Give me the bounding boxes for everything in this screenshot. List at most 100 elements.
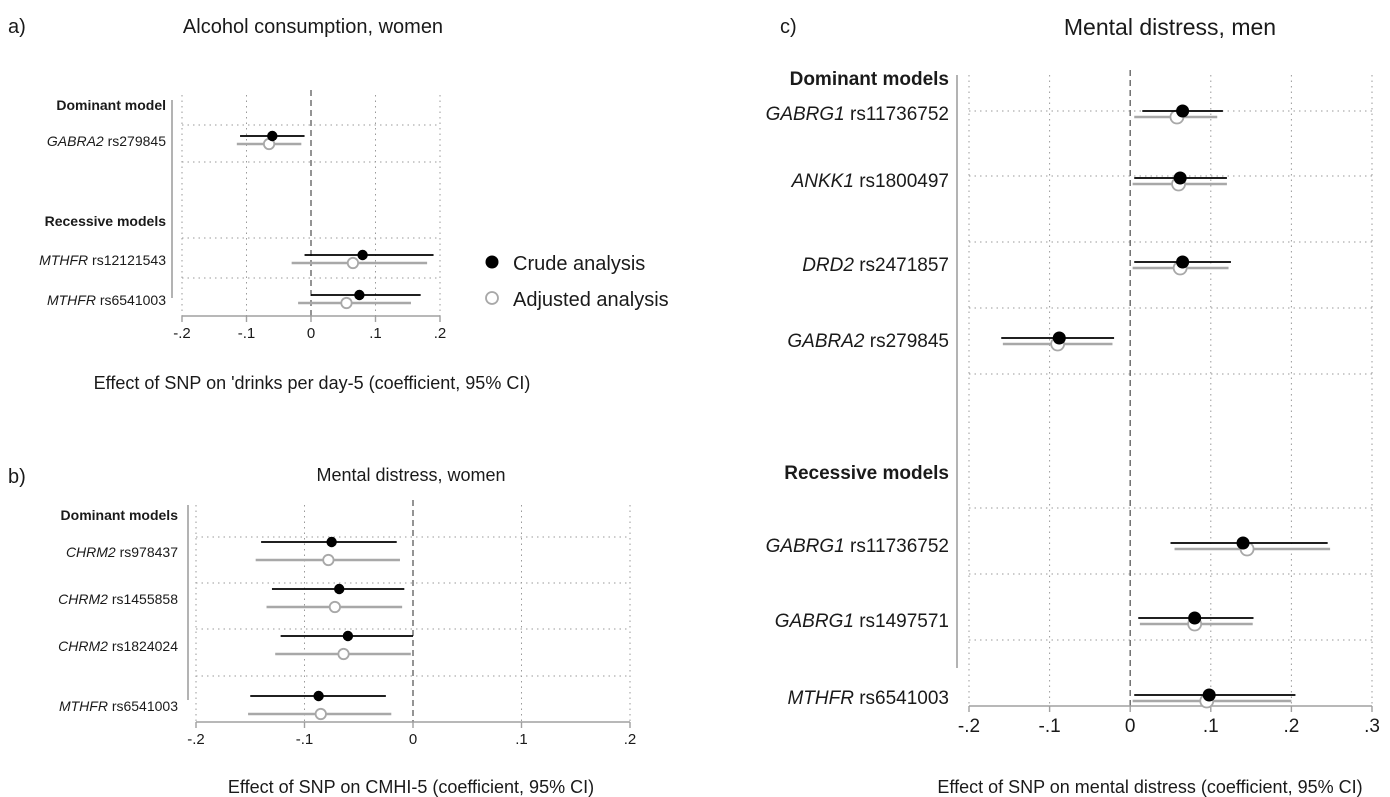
snp-row-label: MTHFR rs6541003	[47, 292, 166, 308]
gene-name: MTHFR	[47, 292, 96, 308]
snp-id: rs2471857	[854, 255, 949, 276]
x-axis-title: Effect of SNP on CMHI-5 (coefficient, 95…	[228, 777, 594, 797]
adjusted-point	[340, 296, 353, 310]
gene-name: ANKK1	[791, 171, 854, 192]
x-tick-label: -.2	[187, 731, 205, 748]
x-tick-label: -.1	[1039, 716, 1061, 737]
crude-point	[357, 249, 368, 261]
crude-point	[354, 289, 365, 301]
model-group-header: Recessive models	[45, 213, 167, 229]
crude-point	[1188, 611, 1202, 625]
snp-id: rs12121543	[88, 252, 166, 268]
snp-row-label: GABRG1 rs1497571	[775, 611, 949, 632]
snp-id: rs1800497	[854, 171, 949, 192]
snp-row-label: DRD2 rs2471857	[802, 255, 949, 276]
panel-c-mental-distress-men: c) Mental distress, men -.2 -.1 0 .1 .2 .3 Dom…	[766, 14, 1380, 797]
snp-row-label: MTHFR rs12121543	[39, 252, 166, 268]
x-tick-label: -.1	[238, 325, 256, 342]
panel-title: Mental distress, men	[1064, 14, 1276, 40]
snp-id: rs11736752	[845, 536, 949, 557]
crude-point	[313, 690, 324, 702]
snp-id: rs279845	[864, 331, 949, 352]
panel-label: c)	[780, 16, 797, 38]
gene-name: MTHFR	[39, 252, 88, 268]
panel-b-mental-distress-women: b) Mental distress, women -.2 -.1 0 .1 .2 Dom…	[8, 465, 636, 797]
gene-name: GABRG1	[775, 611, 854, 632]
gene-name: GABRG1	[766, 536, 845, 557]
snp-row-label: CHRM2 rs1455858	[58, 591, 178, 607]
snp-id: rs6541003	[96, 292, 166, 308]
snp-row-label: GABRA2 rs279845	[47, 133, 166, 149]
x-tick-label: -.2	[173, 325, 191, 342]
gene-name: DRD2	[802, 255, 854, 276]
snp-row-label: MTHFR rs6541003	[787, 688, 949, 709]
gene-name: CHRM2	[58, 638, 108, 654]
model-group-header: Recessive models	[784, 463, 949, 484]
adjusted-point	[328, 600, 341, 614]
snp-id: rs1824024	[108, 638, 178, 654]
crude-point	[1202, 688, 1216, 702]
adjusted-point	[337, 647, 350, 661]
x-axis-title: Effect of SNP on 'drinks per day-5 (coef…	[94, 373, 531, 393]
panel-label: a)	[8, 16, 26, 38]
snp-id: rs6541003	[854, 688, 949, 709]
legend: Crude analysis Adjusted analysis	[485, 253, 669, 311]
panel-title: Mental distress, women	[316, 465, 505, 485]
crude-point	[326, 536, 337, 548]
adjusted-point	[322, 553, 335, 567]
plot-area: -.2 -.1 0 .1 .2 .3 Dominant models GABRG1 rs117…	[766, 69, 1380, 737]
snp-id: rs11736752	[845, 104, 949, 125]
legend-crude-marker	[485, 255, 499, 269]
legend-adjusted-label: Adjusted analysis	[513, 289, 669, 311]
snp-id: rs978437	[116, 544, 178, 560]
snp-row-label: CHRM2 rs1824024	[58, 638, 178, 654]
legend-adjusted-marker	[485, 291, 499, 305]
x-tick-label: .1	[369, 325, 382, 342]
gene-name: CHRM2	[58, 591, 108, 607]
x-axis-title: Effect of SNP on mental distress (coeffi…	[937, 777, 1362, 797]
crude-point	[334, 583, 345, 595]
panel-label: b)	[8, 466, 26, 488]
gene-name: CHRM2	[66, 544, 116, 560]
adjusted-point	[346, 256, 360, 270]
crude-point	[1236, 536, 1250, 550]
snp-id: rs1455858	[108, 591, 178, 607]
snp-id: rs1497571	[854, 611, 949, 632]
x-tick-label: 0	[307, 325, 315, 342]
snp-id: rs279845	[104, 133, 166, 149]
crude-point	[267, 130, 278, 142]
snp-row-label: MTHFR rs6541003	[59, 698, 178, 714]
x-tick-label: 0	[409, 731, 417, 748]
crude-point	[342, 630, 354, 642]
plot-area: -.2 -.1 0 .1 .2 Dominant models CHRM2 rs978437…	[58, 500, 636, 748]
x-tick-label: 0	[1125, 716, 1136, 737]
crude-point	[1052, 331, 1066, 345]
snp-id: rs6541003	[108, 698, 178, 714]
x-tick-label: .1	[515, 731, 528, 748]
gene-name: GABRA2	[47, 133, 104, 149]
snp-row-label: GABRG1 rs11736752	[766, 536, 949, 557]
snp-row-label: GABRG1 rs11736752	[766, 104, 949, 125]
snp-row-label: GABRA2 rs279845	[787, 331, 949, 352]
gene-name: GABRA2	[787, 331, 865, 352]
model-group-header: Dominant model	[56, 97, 166, 113]
gene-name: GABRG1	[766, 104, 845, 125]
plot-area: -.2 -.1 0 .1 .2 Dominant model GABRA2 rs279845…	[39, 90, 446, 342]
x-tick-label: .2	[434, 325, 447, 342]
panel-title: Alcohol consumption, women	[183, 16, 443, 38]
snp-row-label: CHRM2 rs978437	[66, 544, 178, 560]
crude-point	[1176, 104, 1190, 118]
snp-row-label: ANKK1 rs1800497	[791, 171, 949, 192]
x-tick-label: .2	[1283, 716, 1299, 737]
x-tick-label: .2	[624, 731, 637, 748]
gene-name: MTHFR	[787, 688, 854, 709]
crude-point	[1173, 171, 1187, 185]
x-tick-label: .3	[1364, 716, 1380, 737]
adjusted-point	[314, 707, 327, 721]
x-tick-label: -.2	[958, 716, 980, 737]
model-group-header: Dominant models	[790, 69, 949, 90]
crude-point	[1176, 255, 1190, 269]
panel-a-alcohol-women: a) Alcohol consumption, women -.2 -.1 0 .1.…	[8, 16, 530, 393]
x-tick-label: .1	[1203, 716, 1219, 737]
